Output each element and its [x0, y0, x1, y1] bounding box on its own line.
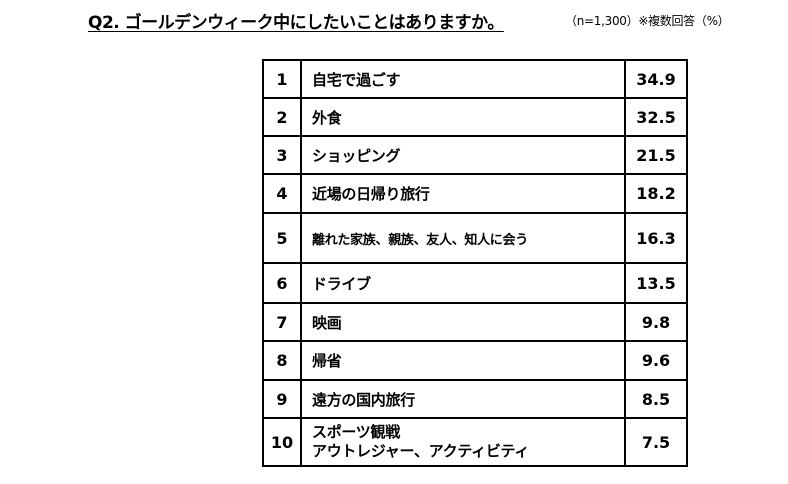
item-cell: 外食: [300, 97, 626, 137]
rank-cell: 7: [262, 302, 302, 342]
value-cell: 9.6: [624, 340, 688, 381]
item-label: スポーツ観戦: [312, 423, 400, 441]
table-row: 9 遠方の国内旅行 8.5: [262, 379, 688, 419]
value-cell: 16.3: [624, 212, 688, 264]
item-cell: 帰省: [300, 340, 626, 381]
table-row: 2 外食 32.5: [262, 97, 688, 137]
rank-cell: 8: [262, 340, 302, 381]
table-row: 6 ドライブ 13.5: [262, 262, 688, 304]
sample-note: （n=1,300）※複数回答（%）: [565, 14, 730, 28]
value-cell: 9.8: [624, 302, 688, 342]
table-row: 4 近場の日帰り旅行 18.2: [262, 173, 688, 214]
rank-cell: 2: [262, 97, 302, 137]
value-cell: 34.9: [624, 59, 688, 99]
value-cell: 7.5: [624, 417, 688, 467]
ranking-table: 1 自宅で過ごす 34.9 2 外食 32.5 3 ショッピング 21.5 4 近場の日帰り旅行 18…: [262, 59, 688, 467]
rank-cell: 9: [262, 379, 302, 419]
rank-cell: 4: [262, 173, 302, 214]
value-cell: 32.5: [624, 97, 688, 137]
rank-cell: 3: [262, 135, 302, 175]
rank-cell: 10: [262, 417, 302, 467]
table-row: 8 帰省 9.6: [262, 340, 688, 381]
item-cell: 近場の日帰り旅行: [300, 173, 626, 214]
value-cell: 13.5: [624, 262, 688, 304]
table-row: 7 映画 9.8: [262, 302, 688, 342]
item-cell: ドライブ: [300, 262, 626, 304]
table-row: 5 離れた家族、親族、友人、知人に会う 16.3: [262, 212, 688, 264]
item-cell: 自宅で過ごす: [300, 59, 626, 99]
item-cell: スポーツ観戦 アウトレジャー、アクティビティ: [300, 417, 626, 467]
item-label-line2: アウトレジャー、アクティビティ: [312, 442, 530, 460]
table-row: 10 スポーツ観戦 アウトレジャー、アクティビティ 7.5: [262, 417, 688, 467]
rank-cell: 6: [262, 262, 302, 304]
value-cell: 8.5: [624, 379, 688, 419]
item-cell: 離れた家族、親族、友人、知人に会う: [300, 212, 626, 264]
item-cell: 映画: [300, 302, 626, 342]
table-row: 1 自宅で過ごす 34.9: [262, 59, 688, 99]
value-cell: 18.2: [624, 173, 688, 214]
rank-cell: 5: [262, 212, 302, 264]
question-title: Q2. ゴールデンウィーク中にしたいことはありますか。: [88, 13, 504, 33]
item-cell: 遠方の国内旅行: [300, 379, 626, 419]
item-cell: ショッピング: [300, 135, 626, 175]
table-row: 3 ショッピング 21.5: [262, 135, 688, 175]
rank-cell: 1: [262, 59, 302, 99]
value-cell: 21.5: [624, 135, 688, 175]
